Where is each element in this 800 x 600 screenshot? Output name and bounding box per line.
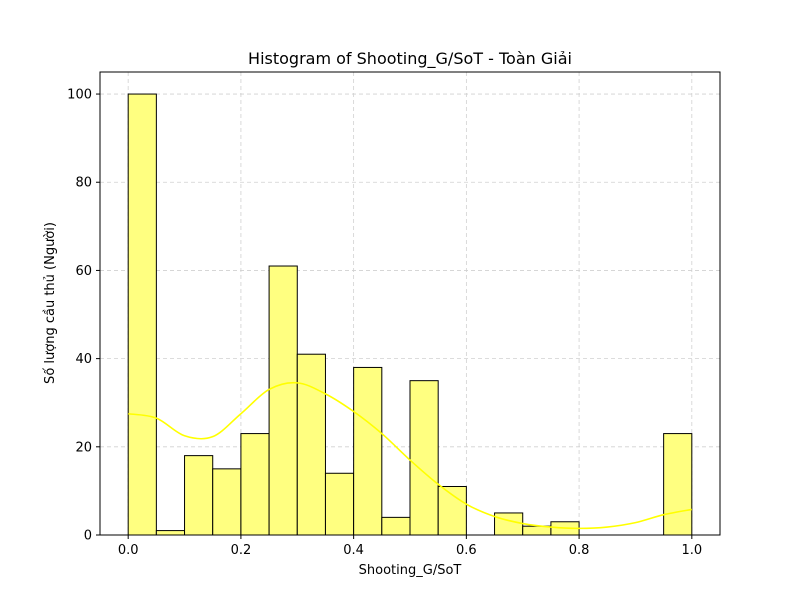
y-tick-label: 20 [75,440,92,455]
histogram-bar [353,366,383,536]
x-tick-label: 0.6 [456,543,477,558]
histogram-bar [268,265,298,536]
histogram-bar [522,525,552,536]
histogram-bar [155,530,186,536]
histogram-bar [212,468,242,536]
y-axis-label: Số lượng cầu thủ (Người) [43,222,58,384]
x-tick-label: 0.0 [118,543,139,558]
x-tick-label: 0.2 [231,543,252,558]
x-tick-label: 1.0 [681,543,702,558]
histogram-bar [184,455,214,536]
histogram-bar [296,353,326,536]
bars-layer [127,93,693,536]
y-tick-label: 0 [84,529,92,544]
chart-title: Histogram of Shooting_G/SoT - Toàn Giải [248,49,572,69]
kde-curve [128,381,692,530]
histogram-bar [324,472,355,536]
y-tick-label: 100 [67,88,92,103]
histogram-bar [240,433,270,536]
plot-frame [99,71,721,536]
histogram-bar [437,485,467,536]
histogram-bar [127,93,157,536]
histogram-bar [409,380,439,536]
histogram-bar [381,516,411,536]
y-axis-ticks: 0 20 40 60 80 100 [67,88,100,544]
x-axis-ticks: 0.0 0.2 0.4 0.6 0.8 1.0 [118,535,702,558]
y-tick-label: 40 [75,352,92,367]
x-axis-label: Shooting_G/SoT [359,563,462,578]
histogram-bar [663,433,693,536]
x-tick-label: 0.8 [569,543,590,558]
histogram-bar [494,512,524,536]
x-tick-label: 0.4 [343,543,364,558]
y-tick-label: 80 [75,176,92,191]
y-tick-label: 60 [75,264,92,279]
